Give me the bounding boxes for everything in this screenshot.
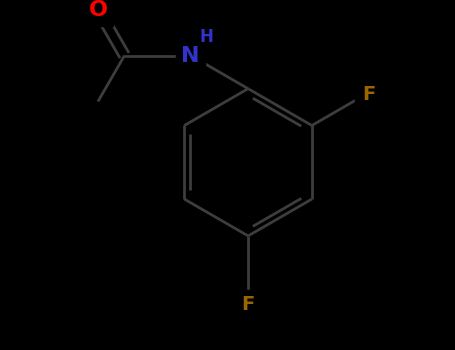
Text: F: F	[242, 295, 255, 314]
Bar	[83, 0, 113, 26]
Text: F: F	[362, 85, 375, 104]
Bar	[235, 290, 261, 319]
Text: O: O	[88, 0, 107, 20]
Text: N: N	[182, 46, 200, 65]
Bar	[355, 79, 382, 109]
Bar	[176, 39, 206, 72]
Text: H: H	[200, 28, 214, 46]
